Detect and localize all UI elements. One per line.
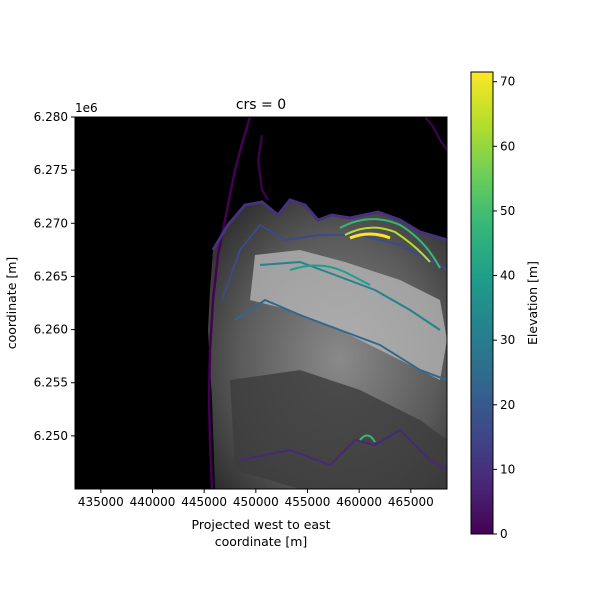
x-tick-label: 440000 [130,495,176,509]
coastline-mainland [211,198,447,251]
plot-frame [74,116,448,490]
contour-50m [339,218,441,269]
colorbar-ticks: 0 10 20 30 40 50 60 70 [493,75,515,541]
contour-20m [234,298,447,381]
colorbar-tick-label: 50 [500,204,515,218]
coastline-outer [256,134,269,201]
colorbar-tick-label: 10 [500,462,515,476]
y-tick-label: 6.280 [34,110,68,124]
contour-40m [289,264,371,286]
colorbar-tick-label: 0 [500,527,508,541]
x-axis-label-line2: coordinate [m] [215,534,308,549]
contour-southpeak [359,434,376,443]
x-axis: 435000 440000 445000 450000 455000 460000 4650… [78,489,434,509]
y-tick-label: 6.275 [34,163,68,177]
y-tick-label: 6.255 [34,376,68,390]
x-tick-label: 455000 [285,495,331,509]
contour-60m [344,226,431,263]
x-axis-label-line1: Projected west to east [192,517,331,532]
colorbar-tick-label: 30 [500,333,515,347]
y-offset-label: 1e6 [75,101,98,115]
colorbar-bar [470,71,494,535]
x-tick-label: 450000 [233,495,279,509]
x-tick-label: 435000 [78,495,124,509]
y-tick-label: 6.265 [34,269,68,283]
colorbar-tick-label: 20 [500,398,515,412]
plot-area [74,116,448,490]
terrain-layer [207,117,447,489]
colorbar-tick-label: 60 [500,139,515,153]
contour-70m [349,232,391,240]
y-tick-label: 6.250 [34,429,68,443]
colorbar: 0 10 20 30 40 50 60 70 Elevation [m] [470,71,540,541]
colorbar-tick-label: 70 [500,75,515,89]
x-tick-label: 465000 [388,495,434,509]
colorbar-tick-label: 40 [500,269,515,283]
y-tick-label: 6.260 [34,323,68,337]
y-axis-label: coordinate [m] [4,257,19,350]
y-axis: 6.250 6.255 6.260 6.265 6.270 6.275 6.280 [34,110,75,443]
contour-30m [259,260,441,331]
contour-lowland [239,428,447,471]
land-lowland [230,370,447,489]
y-tick-label: 6.270 [34,216,68,230]
coastline-topright [424,117,447,151]
x-tick-label: 460000 [336,495,382,509]
land-highlight [250,250,447,380]
chart-title: crs = 0 [236,97,286,113]
colorbar-label: Elevation [m] [525,261,540,345]
coastline-spit [207,117,252,489]
x-tick-label: 445000 [181,495,227,509]
